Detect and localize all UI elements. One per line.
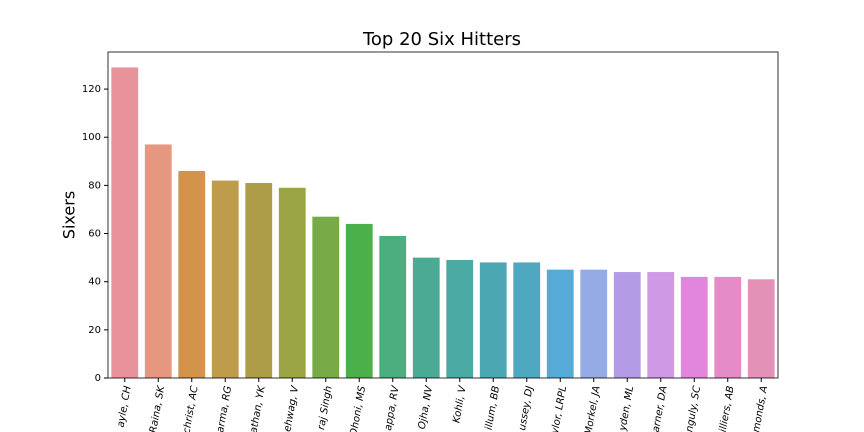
x-tick-label: ussey, DJ: [517, 385, 536, 431]
x-tick-label: arner, DA: [651, 385, 670, 432]
bar: [178, 170, 206, 378]
bar: [345, 223, 373, 378]
x-tick-label: ehwag, V: [282, 384, 301, 432]
bar: [647, 272, 675, 378]
x-tick-label: yden, ML: [617, 385, 636, 432]
y-tick-label: 60: [88, 229, 101, 240]
x-tick-label: ylor, LRPL: [550, 385, 569, 432]
x-tick-label: appa, RV: [383, 384, 402, 431]
y-tick-label: 120: [82, 84, 101, 95]
bar: [546, 269, 574, 378]
y-tick-label: 100: [82, 132, 101, 143]
bar: [278, 187, 306, 378]
bar: [111, 67, 139, 379]
x-tick-label: illum, BB: [484, 385, 503, 431]
y-tick-label: 80: [88, 180, 101, 191]
chart-title: Top 20 Six Hitters: [362, 29, 521, 50]
bar: [479, 262, 507, 378]
bar: [312, 216, 340, 378]
y-tick-label: 40: [88, 277, 101, 288]
bar: [211, 180, 239, 378]
bar: [245, 182, 273, 378]
bar: [412, 257, 440, 378]
bar: [379, 235, 407, 378]
x-tick-label: illiers, AB: [718, 385, 737, 432]
bar: [680, 276, 708, 378]
x-tick-label: Kohli, V: [451, 384, 469, 424]
bar: [580, 269, 608, 378]
x-tick-label: christ, AC: [181, 385, 200, 432]
y-tick-label: 0: [95, 373, 101, 384]
bar: [747, 279, 775, 378]
bar: [613, 272, 641, 378]
bar: [714, 276, 742, 378]
bar: [446, 260, 474, 378]
x-tick-label: Morkel, JA: [583, 385, 602, 432]
x-tick-label: Raina, SK: [148, 384, 167, 432]
bar: [513, 262, 541, 378]
x-tick-label: raj Singh: [316, 385, 335, 431]
y-tick-label: 20: [88, 325, 101, 336]
x-tick-label: Ojha, NV: [417, 384, 436, 430]
bar: [144, 144, 172, 378]
y-axis-label: Sixers: [60, 191, 79, 239]
x-tick-label: monds, A: [751, 385, 770, 432]
x-tick-label: arma, RG: [215, 385, 234, 432]
x-tick-label: nguly, SC: [684, 385, 703, 432]
x-tick-label: athan, YK: [249, 384, 268, 432]
plot-frame: [107, 51, 779, 379]
x-tick-label: ayle, CH: [116, 385, 134, 429]
x-tick-label: Dhoni, MS: [349, 384, 369, 432]
